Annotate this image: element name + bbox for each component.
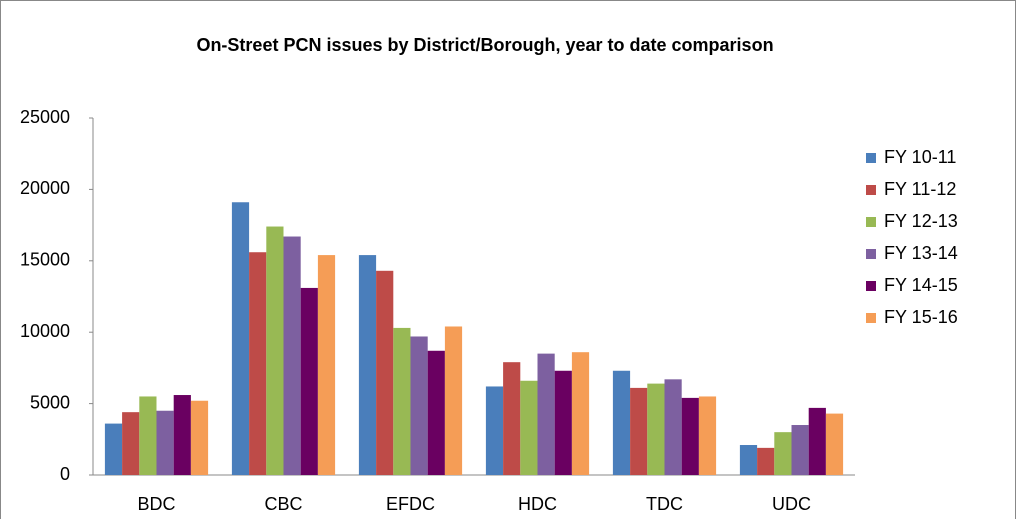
legend-swatch (866, 185, 876, 195)
legend-swatch (866, 313, 876, 323)
bar (266, 226, 284, 475)
bar (249, 252, 267, 475)
x-tick-label: TDC (646, 494, 683, 514)
legend-label: FY 14-15 (884, 275, 958, 295)
bar (376, 270, 394, 475)
y-tick-label: 5000 (30, 392, 70, 412)
legend-swatch (866, 217, 876, 227)
bar (231, 202, 250, 475)
x-tick-label: BDC (137, 494, 175, 514)
bar (393, 327, 411, 475)
bar (664, 379, 682, 475)
y-tick-label: 0 (60, 464, 70, 484)
bar (808, 407, 826, 475)
bar (554, 370, 572, 475)
legend-swatch (866, 281, 876, 291)
bar (612, 370, 631, 475)
y-tick-label: 10000 (20, 321, 70, 341)
bar (173, 395, 191, 475)
bar (647, 383, 665, 475)
bar (122, 412, 140, 475)
bar (630, 387, 648, 475)
bar (283, 236, 301, 475)
bar (825, 413, 844, 475)
x-tick-label: EFDC (386, 494, 435, 514)
bar (757, 447, 775, 475)
bar (503, 362, 521, 475)
bar (537, 353, 555, 475)
bar (190, 400, 209, 475)
bar (485, 386, 504, 475)
bar (104, 423, 123, 475)
legend-label: FY 10-11 (884, 147, 956, 167)
bar (739, 445, 758, 475)
legend-swatch (866, 249, 876, 259)
bar (139, 396, 157, 475)
bar (300, 287, 318, 475)
bar (681, 397, 699, 475)
legend-label: FY 11-12 (884, 179, 956, 199)
y-tick-label: 15000 (20, 250, 70, 270)
bar (698, 396, 717, 475)
y-tick-label: 25000 (20, 107, 70, 127)
bar (156, 410, 174, 475)
bar (444, 326, 463, 475)
x-tick-label: CBC (264, 494, 302, 514)
legend-label: FY 13-14 (884, 243, 958, 263)
legend-label: FY 12-13 (884, 211, 958, 231)
chart-title: On-Street PCN issues by District/Borough… (196, 35, 773, 55)
x-tick-label: HDC (518, 494, 557, 514)
bar (571, 352, 590, 475)
bar (358, 255, 377, 475)
x-tick-label: UDC (772, 494, 811, 514)
bar (410, 336, 428, 475)
legend-swatch (866, 153, 876, 163)
bar (317, 255, 336, 475)
bar (791, 425, 809, 475)
bar (520, 380, 538, 475)
bar (427, 350, 445, 475)
bar (774, 432, 792, 475)
y-tick-label: 20000 (20, 178, 70, 198)
legend-label: FY 15-16 (884, 307, 958, 327)
